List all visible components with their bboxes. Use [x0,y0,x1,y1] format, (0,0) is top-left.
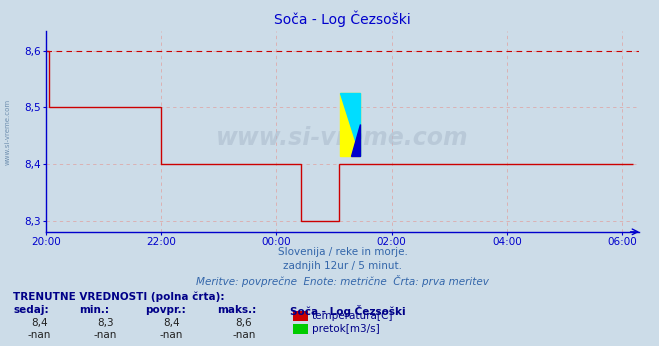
Polygon shape [351,125,360,155]
Text: -nan: -nan [28,330,51,340]
Text: www.si-vreme.com: www.si-vreme.com [216,126,469,149]
Text: Soča - Log Čezsoški: Soča - Log Čezsoški [290,305,405,317]
Text: Slovenija / reke in morje.: Slovenija / reke in morje. [277,247,408,257]
Text: 8,6: 8,6 [235,318,252,328]
Title: Soča - Log Čezsoški: Soča - Log Čezsoški [274,11,411,27]
Text: 8,3: 8,3 [97,318,114,328]
Polygon shape [340,93,360,155]
Text: -nan: -nan [232,330,256,340]
Text: -nan: -nan [94,330,117,340]
Text: maks.:: maks.: [217,305,257,315]
Text: povpr.:: povpr.: [145,305,186,315]
Text: min.:: min.: [79,305,109,315]
Text: 8,4: 8,4 [31,318,48,328]
Text: sedaj:: sedaj: [13,305,49,315]
Text: 8,4: 8,4 [163,318,180,328]
Text: TRENUTNE VREDNOSTI (polna črta):: TRENUTNE VREDNOSTI (polna črta): [13,291,225,302]
Text: pretok[m3/s]: pretok[m3/s] [312,324,380,334]
Text: zadnjih 12ur / 5 minut.: zadnjih 12ur / 5 minut. [283,261,402,271]
Text: -nan: -nan [159,330,183,340]
Text: Meritve: povprečne  Enote: metrične  Črta: prva meritev: Meritve: povprečne Enote: metrične Črta:… [196,275,489,287]
Bar [340,93,360,155]
Text: temperatura[C]: temperatura[C] [312,311,393,320]
Text: www.si-vreme.com: www.si-vreme.com [5,98,11,165]
